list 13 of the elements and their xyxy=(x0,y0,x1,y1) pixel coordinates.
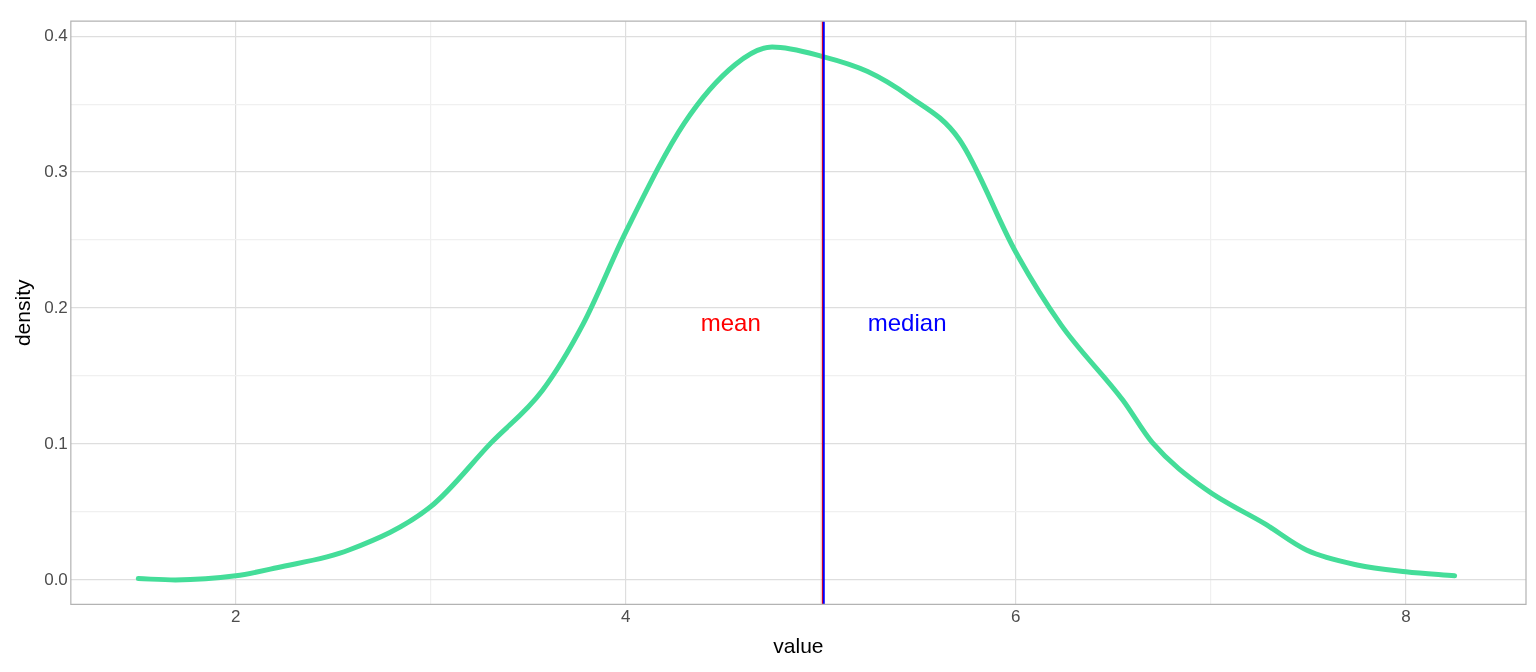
y-tick-label: 0.4 xyxy=(44,25,68,45)
ref-line-label: mean xyxy=(700,309,761,337)
y-tick-label: 0.2 xyxy=(44,297,68,317)
x-axis-title: value xyxy=(773,634,824,658)
y-axis-title: density xyxy=(11,279,35,347)
y-tick-label: 0.0 xyxy=(44,569,68,589)
y-tick-label: 0.3 xyxy=(44,161,68,181)
ref-line-label: median xyxy=(867,309,947,337)
y-tick-label: 0.1 xyxy=(44,433,68,453)
x-tick-label: 8 xyxy=(1401,607,1411,627)
x-tick-label: 4 xyxy=(621,607,631,627)
x-tick-label: 2 xyxy=(231,607,241,627)
x-tick-label: 6 xyxy=(1011,607,1021,627)
